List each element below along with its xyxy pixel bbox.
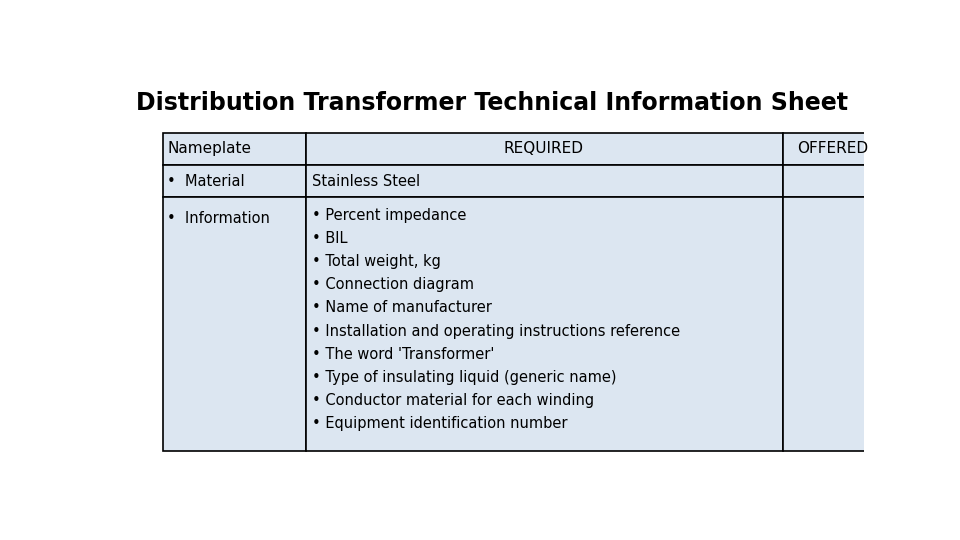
Bar <box>782 132 883 165</box>
Text: • Installation and operating instructions reference: • Installation and operating instruction… <box>312 323 681 339</box>
Text: •  Information: • Information <box>167 211 270 226</box>
Text: • BIL: • BIL <box>312 231 348 246</box>
Bar <box>306 132 782 165</box>
Text: • The word 'Transformer': • The word 'Transformer' <box>312 347 494 362</box>
Text: • Type of insulating liquid (generic name): • Type of insulating liquid (generic nam… <box>312 370 616 384</box>
Text: Distribution Transformer Technical Information Sheet: Distribution Transformer Technical Infor… <box>136 91 848 116</box>
Bar <box>782 197 883 451</box>
Text: • Conductor material for each winding: • Conductor material for each winding <box>312 393 594 408</box>
Text: • Connection diagram: • Connection diagram <box>312 278 474 292</box>
Text: • Total weight, kg: • Total weight, kg <box>312 254 441 269</box>
Bar <box>306 197 782 451</box>
Text: Stainless Steel: Stainless Steel <box>312 173 420 188</box>
Bar <box>162 197 306 451</box>
Bar <box>306 165 782 197</box>
Text: • Equipment identification number: • Equipment identification number <box>312 416 567 431</box>
Text: OFFERED: OFFERED <box>798 141 869 156</box>
Text: REQUIRED: REQUIRED <box>504 141 584 156</box>
Bar <box>162 132 306 165</box>
Bar <box>782 165 883 197</box>
Text: Nameplate: Nameplate <box>167 141 252 156</box>
Text: • Name of manufacturer: • Name of manufacturer <box>312 300 492 315</box>
Text: • Percent impedance: • Percent impedance <box>312 208 467 223</box>
Text: •  Material: • Material <box>167 173 245 188</box>
Bar <box>162 165 306 197</box>
